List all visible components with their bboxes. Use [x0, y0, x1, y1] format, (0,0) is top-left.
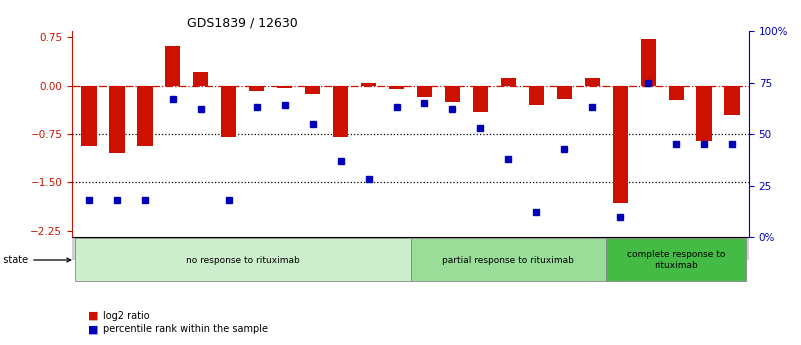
Bar — [613, 86, 628, 203]
Bar — [333, 86, 348, 137]
Bar — [193, 72, 208, 86]
Bar — [724, 86, 740, 115]
Bar — [557, 86, 572, 99]
FancyBboxPatch shape — [410, 238, 606, 280]
Text: GDS1839 / 12630: GDS1839 / 12630 — [187, 17, 298, 30]
Text: percentile rank within the sample: percentile rank within the sample — [103, 325, 268, 334]
Text: disease state: disease state — [0, 255, 70, 265]
Bar — [165, 46, 180, 86]
Bar — [417, 86, 433, 97]
Bar — [361, 82, 376, 86]
Bar — [697, 86, 712, 140]
FancyBboxPatch shape — [606, 238, 747, 280]
Bar — [137, 86, 152, 146]
Text: ■: ■ — [88, 325, 99, 334]
Bar — [277, 86, 292, 88]
Bar — [445, 86, 460, 102]
Text: partial response to rituximab: partial response to rituximab — [442, 256, 574, 265]
Bar — [388, 86, 405, 89]
Text: log2 ratio: log2 ratio — [103, 311, 149, 321]
Bar — [501, 78, 516, 86]
FancyBboxPatch shape — [74, 238, 410, 280]
Bar — [669, 86, 684, 100]
Bar — [529, 86, 544, 105]
Bar — [473, 86, 488, 111]
Bar — [109, 86, 124, 154]
Text: ■: ■ — [88, 311, 99, 321]
Bar — [585, 78, 600, 86]
Bar — [305, 86, 320, 93]
Text: complete response to
rituximab: complete response to rituximab — [627, 250, 726, 270]
Bar — [81, 86, 97, 146]
Text: no response to rituximab: no response to rituximab — [186, 256, 300, 265]
Bar — [249, 86, 264, 91]
Bar — [221, 86, 236, 137]
Bar — [641, 39, 656, 86]
